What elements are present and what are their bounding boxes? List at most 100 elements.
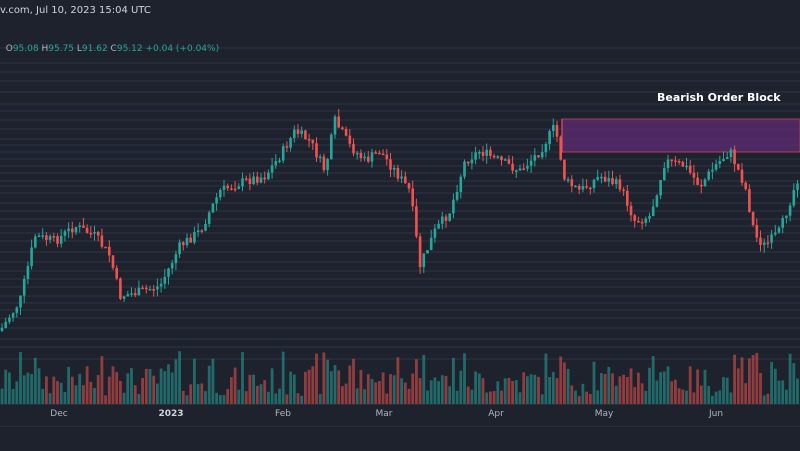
volume-bar [792, 363, 796, 404]
volume-bar [444, 376, 448, 404]
candle-body [485, 149, 488, 156]
candle-body [285, 146, 289, 148]
volume-bar [625, 376, 629, 404]
volume-bar [662, 371, 666, 404]
candle-body [796, 183, 799, 190]
candle-body [748, 189, 751, 212]
volume-bar [374, 382, 378, 404]
volume-bar [455, 390, 459, 404]
x-tick-feb: Feb [275, 409, 291, 419]
candle-body [133, 293, 137, 296]
volume-bar [570, 385, 574, 404]
candle-body [577, 185, 581, 190]
volume-bar [181, 390, 185, 404]
candle-body [45, 235, 48, 240]
candle-body [537, 155, 540, 158]
candle-body [15, 307, 19, 313]
x-tick-may: May [594, 409, 614, 419]
volume-bar [322, 352, 326, 404]
candle-body [500, 156, 503, 161]
candle-body [26, 265, 30, 280]
candle-body [555, 125, 559, 137]
candle-body [529, 160, 533, 166]
candle-body [722, 158, 725, 161]
volume-bar [400, 378, 403, 404]
volume-bar [429, 380, 433, 404]
volume-bar [548, 376, 551, 404]
volume-bar [200, 383, 204, 404]
candle-body [415, 206, 418, 237]
volume-bar [193, 358, 196, 404]
volume-bar [655, 380, 659, 404]
candle-body [548, 130, 551, 145]
candle-body [259, 177, 263, 183]
candle-body [63, 231, 67, 236]
candle-body [666, 159, 670, 169]
volume-bar [481, 378, 485, 404]
candle-body [407, 183, 411, 189]
volume-bar [563, 362, 566, 404]
chart-area[interactable] [0, 21, 800, 404]
candle-body [152, 289, 155, 291]
candle-body [392, 167, 396, 170]
volume-bar [463, 353, 466, 404]
volume-bar [707, 386, 711, 404]
candle-body [640, 221, 644, 224]
candle-body [233, 188, 237, 191]
volume-bar [381, 372, 385, 404]
volume-bar [318, 394, 322, 404]
candle-body [492, 155, 496, 158]
volume-bar [485, 392, 489, 404]
candle-body [293, 129, 296, 138]
high-label: H [41, 44, 49, 54]
volume-bar [470, 389, 474, 404]
candle-body [688, 165, 692, 173]
volume-bar [574, 390, 577, 404]
candle-body [89, 232, 93, 235]
price-chart[interactable] [0, 21, 800, 404]
candle-body [470, 159, 474, 164]
candle-body [352, 143, 355, 154]
volume-bar [244, 391, 248, 404]
candle-body [792, 189, 796, 206]
candle-body [444, 216, 448, 221]
volume-bar [370, 378, 374, 404]
low-label: L [76, 44, 82, 54]
candle-body [115, 267, 118, 279]
candle-body [563, 159, 566, 180]
candle-body [589, 187, 592, 190]
volume-bar [396, 357, 400, 404]
volume-bar [19, 351, 22, 404]
candle-body [274, 161, 278, 166]
volume-bar [492, 391, 496, 404]
volume-bar [766, 393, 770, 404]
candle-body [174, 254, 178, 264]
volume-bar [30, 374, 33, 404]
candle-body [515, 170, 518, 172]
candle-body [466, 161, 470, 164]
candle-body [215, 197, 218, 204]
volume-bar [644, 390, 648, 404]
time-axis[interactable]: Dec 2023 Feb Mar Apr May Jun [0, 404, 800, 427]
volume-bar [167, 364, 170, 404]
volume-bar [26, 372, 30, 404]
volume-bar [329, 371, 333, 404]
candle-body [633, 215, 636, 221]
candle-body [104, 246, 107, 249]
candle-body [281, 146, 285, 161]
candle-body [659, 180, 662, 196]
candle-body [725, 157, 729, 159]
volume-bar [311, 366, 315, 404]
candle-body [755, 224, 759, 238]
volume-bar [259, 384, 263, 404]
volume-bar [762, 395, 766, 404]
candle-body [289, 137, 292, 148]
candle-body [766, 242, 770, 245]
volume-bar [729, 392, 733, 404]
chart-title: v.com, Jul 10, 2023 15:04 UTC [0, 5, 151, 16]
volume-bar [603, 374, 607, 404]
candle-body [156, 286, 159, 290]
volume-bar [407, 388, 411, 404]
candle-body [344, 129, 348, 136]
volume-bar [126, 373, 130, 404]
